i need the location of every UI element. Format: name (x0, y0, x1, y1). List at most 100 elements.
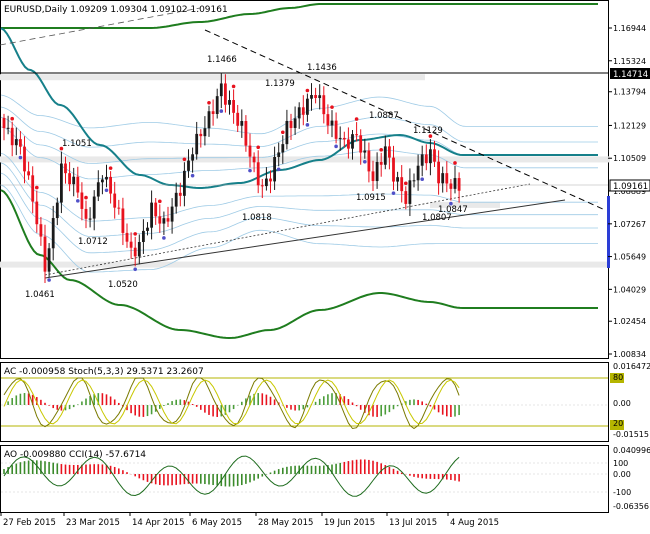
date-label: 14 Apr 2015 (132, 518, 185, 528)
hline-price-box (610, 68, 650, 79)
fractal-up-marker (453, 161, 457, 165)
fractal-down-marker (162, 236, 166, 240)
candle-body (396, 177, 399, 182)
date-label: 23 Mar 2015 (66, 518, 120, 528)
candle-body (109, 176, 112, 194)
fractal-up-marker (231, 84, 236, 89)
ac-tick-label: 0.00 (613, 399, 631, 408)
moving-average (0, 27, 598, 189)
candle-body (383, 146, 387, 165)
fractal-up-marker (133, 232, 137, 236)
candle-body (416, 165, 420, 181)
pivot-label: 1.0807 (422, 213, 452, 223)
candle-body (92, 196, 96, 219)
axes: 1.16944 1.15324 1.13794 1.12129 1.10509 1.088… (0, 24, 650, 528)
zone-band (0, 74, 425, 81)
candle-body (68, 173, 71, 185)
candle-body (314, 95, 317, 99)
candle-body (228, 100, 231, 105)
candle-body (392, 157, 395, 182)
pivot-label: 1.0887 (369, 111, 399, 121)
candle-body (133, 247, 137, 257)
stoch-signal-line (3, 379, 460, 425)
fractal-up-marker (428, 134, 433, 138)
fractal-up-marker (354, 117, 359, 121)
candle-body (43, 236, 47, 272)
candle-body (338, 137, 342, 139)
candle-body (6, 127, 10, 129)
zone-band (430, 201, 500, 208)
pivot-label: 1.0847 (438, 205, 468, 215)
candle-body (187, 160, 190, 171)
candle-body (363, 150, 367, 153)
candle-body (404, 191, 408, 204)
fractal-down-marker (420, 177, 425, 181)
candle-body (113, 193, 117, 208)
fractal-up-marker (404, 181, 408, 186)
candle-body (191, 154, 194, 161)
candle-body (429, 149, 432, 164)
fractal-down-marker (363, 159, 367, 164)
candle-body (117, 207, 121, 209)
candle-body (60, 163, 63, 203)
candle-body (449, 183, 453, 189)
ac-title: AC -0.000958 Stoch(5,3,3) 29.5371 23.260… (4, 367, 204, 377)
stoch-20-box (610, 420, 624, 430)
ao-tick-label: 0.040996 (613, 446, 650, 455)
candle-body (31, 175, 35, 202)
candle-body (424, 154, 428, 164)
candle-body (437, 161, 440, 184)
candle-body (252, 156, 256, 163)
candle-body (178, 192, 182, 196)
candle-body (121, 208, 125, 233)
candle-body (351, 134, 354, 149)
fractal-down-marker (276, 167, 281, 172)
candle-body (318, 95, 322, 99)
candle-body (334, 120, 338, 139)
candle-body (162, 218, 166, 224)
candle-body (72, 176, 76, 185)
candle-body (150, 202, 153, 228)
fractal-up-marker (330, 105, 334, 109)
fractal-up-marker (10, 116, 14, 121)
fractal-down-marker (219, 109, 224, 113)
ao-panel[interactable] (0, 445, 609, 513)
candle-body (240, 121, 244, 126)
price-tick-label: 1.07267 (613, 220, 646, 229)
pivot-label: 1.0461 (25, 290, 55, 300)
pivot-label: 1.0915 (356, 193, 386, 203)
envelope-line (0, 126, 598, 180)
candle-body (260, 185, 264, 187)
pivot-label: 1.0818 (242, 213, 272, 223)
candle-body (453, 178, 457, 189)
ao-title: AO -0.009880 CCI(14) -57.6714 (4, 450, 146, 460)
pivot-label: 1.1051 (62, 139, 92, 149)
main-panel[interactable] (0, 0, 609, 359)
fractal-down-marker (104, 188, 109, 193)
candle-body (219, 83, 223, 97)
candle-body (371, 171, 375, 182)
envelope-line (0, 172, 598, 254)
pivot-label: 1.1379 (265, 79, 295, 89)
ac-tick-label: 0.016472 (613, 362, 650, 371)
price-tick-label: 1.15324 (613, 57, 646, 66)
upper-channel-line (0, 7, 201, 46)
zone-band (0, 261, 610, 268)
cci-line (3, 455, 460, 497)
candle-body (273, 156, 276, 182)
price-tick-label: 1.00834 (613, 350, 646, 359)
ao-tick-label: -0.06356 (613, 502, 649, 511)
support-trendline (44, 199, 566, 279)
candle-body (47, 248, 51, 272)
candle-body (14, 139, 18, 146)
candle-body (359, 135, 363, 153)
zone-band (0, 156, 610, 163)
main-plot: 1.1466 1.1436 1.1379 1.0887 1.1129 1.1051 1.09… (0, 3, 610, 340)
candle-body (137, 242, 141, 257)
date-label: 28 May 2015 (258, 518, 313, 528)
range-marker (607, 196, 610, 268)
candle-body (289, 120, 293, 128)
candle-body (388, 146, 391, 158)
